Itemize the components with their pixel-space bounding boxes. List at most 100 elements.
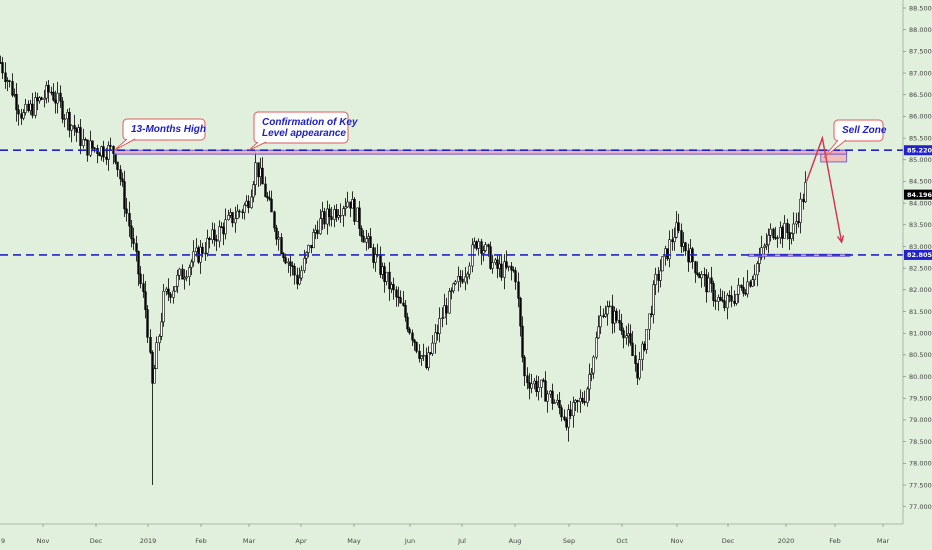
candle-body	[650, 313, 653, 316]
y-tick-label: 87.000	[909, 69, 932, 77]
candle-body	[498, 263, 501, 269]
y-tick-label: 81.500	[909, 308, 932, 316]
candle-body	[611, 305, 614, 324]
candle-body	[457, 276, 460, 282]
candle-body	[188, 267, 191, 278]
candle-body	[1, 62, 4, 74]
candle-body	[15, 94, 18, 111]
candle-body	[468, 265, 471, 275]
candle-body	[385, 271, 388, 282]
candle-body	[268, 197, 271, 200]
candle-body	[128, 213, 131, 227]
candle-body	[710, 277, 713, 284]
candle-body	[420, 355, 423, 359]
candle-body	[549, 390, 552, 395]
candle-body	[781, 227, 784, 239]
x-tick-label: Jul	[457, 537, 466, 545]
candle-body	[333, 209, 336, 220]
candle-body	[638, 359, 641, 379]
x-tick-label: Dec	[90, 537, 103, 545]
candle-body	[22, 112, 25, 119]
candle-body	[220, 226, 223, 228]
time-axis[interactable]: Nov Dec 2019 Feb Mar Apr May Jun Jul Aug Sep Oct Nov…	[0, 523, 903, 545]
candle-body	[68, 111, 71, 131]
candle-body	[551, 390, 554, 404]
candle-body	[151, 351, 154, 384]
x-tick-label: Nov	[671, 537, 684, 545]
candle-body	[484, 244, 487, 251]
level-price-tag: 82.805	[904, 249, 932, 260]
candle-body	[98, 153, 101, 157]
candle-body	[556, 399, 559, 403]
candle-body	[613, 310, 616, 324]
candle-body	[776, 237, 779, 239]
candle-body	[675, 222, 678, 238]
candle-body	[641, 343, 644, 360]
candle-body	[730, 295, 733, 302]
candle-body	[487, 244, 490, 248]
candle-body	[404, 305, 407, 318]
candle-body	[588, 374, 591, 390]
candle-body	[75, 128, 78, 133]
candle-body	[360, 228, 363, 237]
x-tick-label: Feb	[195, 537, 207, 545]
candle-body	[142, 283, 145, 293]
candle-body	[517, 281, 520, 299]
x-tick-label: Aug	[509, 537, 522, 545]
candle-body	[125, 208, 128, 214]
candle-body	[13, 94, 16, 96]
candle-body	[590, 372, 593, 375]
candle-body	[645, 328, 648, 350]
candle-body	[167, 288, 170, 295]
candle-body	[218, 226, 221, 242]
candle-body	[45, 85, 48, 99]
candle-body	[172, 290, 175, 298]
candle-body	[146, 309, 149, 338]
candle-body	[61, 100, 64, 120]
price-tag-bg	[904, 249, 932, 260]
candle-body	[790, 233, 793, 240]
candle-body	[27, 103, 30, 111]
price-axis[interactable]: 88.500 88.000 87.500 87.000 86.500 86.000 85.5…	[902, 0, 932, 524]
candle-body	[335, 209, 338, 218]
candle-body	[319, 218, 322, 235]
callout-13-months-high: 13-Months High	[114, 118, 206, 151]
candle-body	[155, 342, 158, 369]
candle-body	[204, 252, 207, 255]
candle-body	[70, 125, 73, 131]
candle-body	[760, 247, 763, 258]
candle-body	[252, 184, 255, 198]
candle-body	[287, 261, 290, 264]
candle-body	[454, 281, 457, 285]
candle-body	[629, 333, 632, 344]
candle-body	[563, 416, 566, 420]
candle-body	[523, 356, 526, 377]
candle-body	[620, 322, 623, 331]
candle-body	[427, 352, 430, 368]
candle-body	[215, 239, 218, 242]
y-tick-label: 79.500	[909, 395, 932, 403]
candle-body	[105, 156, 108, 160]
candle-body	[459, 276, 462, 280]
candle-body	[615, 310, 618, 321]
candle-body	[422, 355, 425, 357]
candle-body	[682, 242, 685, 247]
candle-body	[238, 210, 241, 213]
candle-body	[29, 103, 32, 111]
candle-body	[270, 198, 273, 213]
candle-body	[192, 251, 195, 263]
candle-body	[91, 140, 94, 149]
candle-body	[183, 277, 186, 280]
candle-body	[8, 80, 11, 82]
candle-body	[323, 211, 326, 225]
candle-body	[119, 169, 122, 180]
candle-body	[395, 289, 398, 298]
candle-body	[47, 85, 50, 93]
candle-body	[402, 302, 405, 306]
candle-body	[673, 237, 676, 243]
x-tick-label: Jun	[404, 537, 415, 545]
candle-body	[772, 228, 775, 238]
candle-body	[174, 286, 177, 292]
candle-body	[799, 198, 802, 223]
